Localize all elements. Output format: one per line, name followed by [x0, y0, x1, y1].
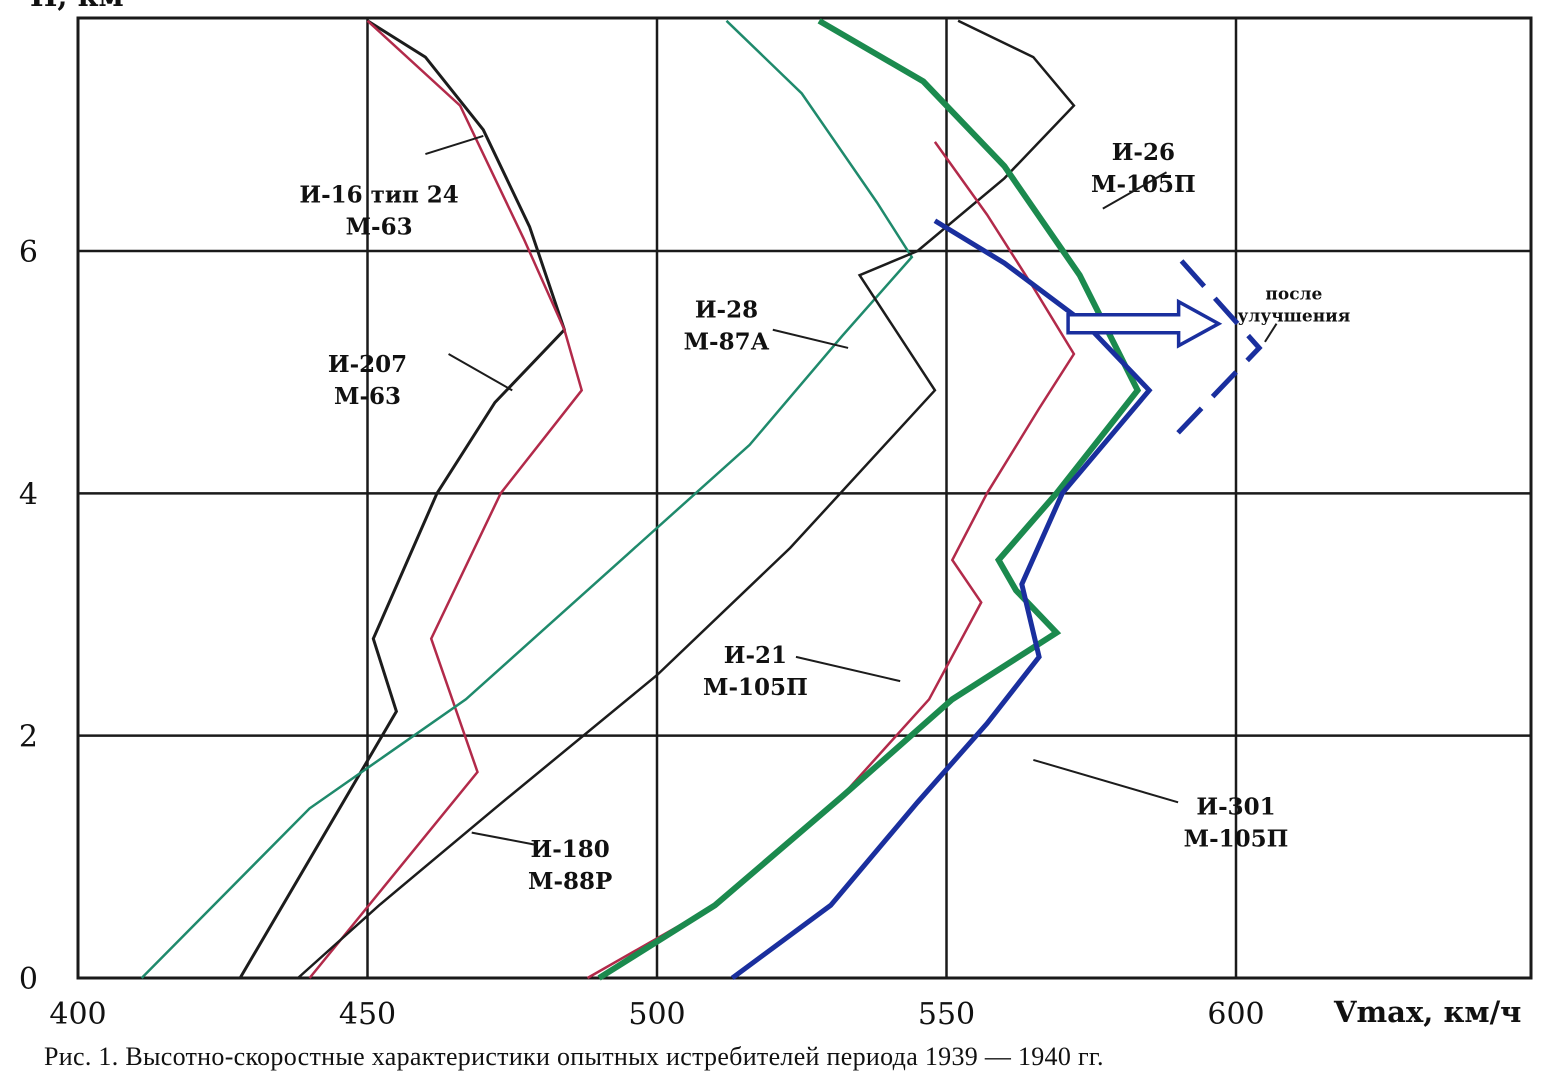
series-line: [1176, 255, 1263, 435]
y-tick-label: 6: [19, 235, 38, 270]
series-label: улучшения: [1237, 306, 1350, 326]
series-line: [308, 19, 584, 979]
improvement-arrow: [1066, 298, 1223, 349]
leader-line: [425, 134, 484, 156]
series-label: М-105П: [1184, 825, 1289, 852]
leader-line: [471, 831, 536, 846]
y-tick-label: 4: [19, 477, 38, 512]
y-tick-label: 2: [19, 720, 38, 755]
annotation-layer: И-16 тип 24 М-63 И-207 М-63 И-28 М-87А И-180 М-…: [299, 134, 1350, 895]
tick-labels: 400 450 500 550 600 0 2 4 6: [19, 235, 1265, 1032]
series-line: [597, 18, 1142, 981]
series-label: И-26: [1112, 139, 1175, 166]
series-label: И-28: [695, 297, 758, 324]
series-line: [238, 19, 567, 979]
series-line: [140, 19, 914, 979]
x-tick-label: 400: [49, 997, 106, 1032]
leader-line: [1102, 171, 1168, 210]
series-label: М-87А: [684, 329, 770, 356]
y-tick-label: 0: [19, 962, 38, 997]
leader-line: [1033, 758, 1179, 804]
x-tick-label: 500: [628, 997, 685, 1032]
grid-lines: [76, 16, 1533, 980]
y-axis-title: H, км: [30, 0, 124, 13]
series-label: М-63: [334, 383, 401, 410]
series-line: [730, 218, 1153, 981]
leader-line: [448, 353, 513, 392]
leader-line: [795, 655, 901, 683]
x-axis-title: Vmax, км/ч: [1333, 995, 1521, 1029]
series-line: [297, 19, 1076, 979]
series-label: И-21: [724, 642, 787, 669]
series-label: М-63: [346, 214, 413, 241]
series-label: М-88Р: [528, 868, 612, 895]
series-label: М-105П: [703, 674, 808, 701]
x-tick-label: 600: [1207, 997, 1264, 1032]
series-label: И-301: [1196, 793, 1275, 820]
leader-line: [1264, 323, 1278, 343]
x-tick-label: 550: [918, 997, 975, 1032]
leader-line: [772, 328, 849, 349]
x-tick-label: 450: [339, 997, 396, 1032]
series-label: после: [1265, 284, 1322, 304]
arrow-shape: [1066, 298, 1223, 349]
series-layer: [140, 18, 1263, 981]
series-label: И-207: [328, 351, 407, 378]
figure-caption: Рис. 1. Высотно-скоростные характеристик…: [44, 1042, 1104, 1071]
series-label: И-16 тип 24: [299, 182, 458, 209]
series-label: И-180: [531, 836, 610, 863]
